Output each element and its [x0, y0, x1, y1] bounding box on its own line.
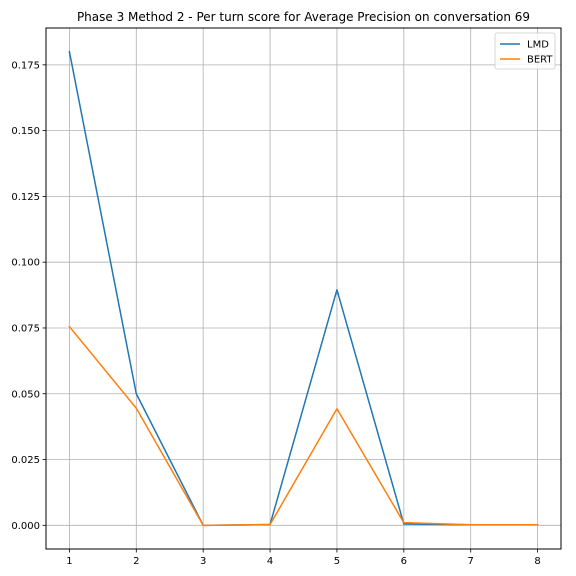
legend-label-bert: BERT — [527, 55, 553, 66]
chart-title: Phase 3 Method 2 - Per turn score for Av… — [77, 10, 530, 24]
x-tick-label: 6 — [401, 556, 407, 567]
x-tick-label: 1 — [66, 556, 72, 567]
y-tick-label: 0.075 — [11, 323, 40, 334]
y-tick-label: 0.025 — [11, 455, 40, 466]
y-tick-label: 0.000 — [11, 521, 40, 532]
series-layer — [68, 50, 539, 527]
legend: LMD BERT — [494, 32, 556, 70]
axes-frame — [45, 27, 562, 550]
y-tick-label: 0.125 — [11, 192, 40, 203]
y-tick-label: 0.150 — [11, 126, 40, 137]
y-tick-label: 0.100 — [11, 258, 40, 269]
x-tick-label: 8 — [534, 556, 540, 567]
grid — [46, 28, 561, 549]
x-tick-label: 2 — [133, 556, 139, 567]
legend-label-lmd: LMD — [527, 40, 549, 51]
ticks: 1 2 3 4 5 6 7 8 0.000 0.025 0.050 0.075 0.100 0.125 0.… — [11, 60, 540, 567]
series-line-bert — [68, 325, 539, 527]
x-tick-label: 4 — [267, 556, 273, 567]
legend-box — [494, 32, 556, 70]
y-tick-label: 0.175 — [11, 60, 40, 71]
x-tick-label: 5 — [334, 556, 340, 567]
x-tick-label: 3 — [200, 556, 206, 567]
y-tick-label: 0.050 — [11, 389, 40, 400]
x-tick-label: 7 — [468, 556, 474, 567]
